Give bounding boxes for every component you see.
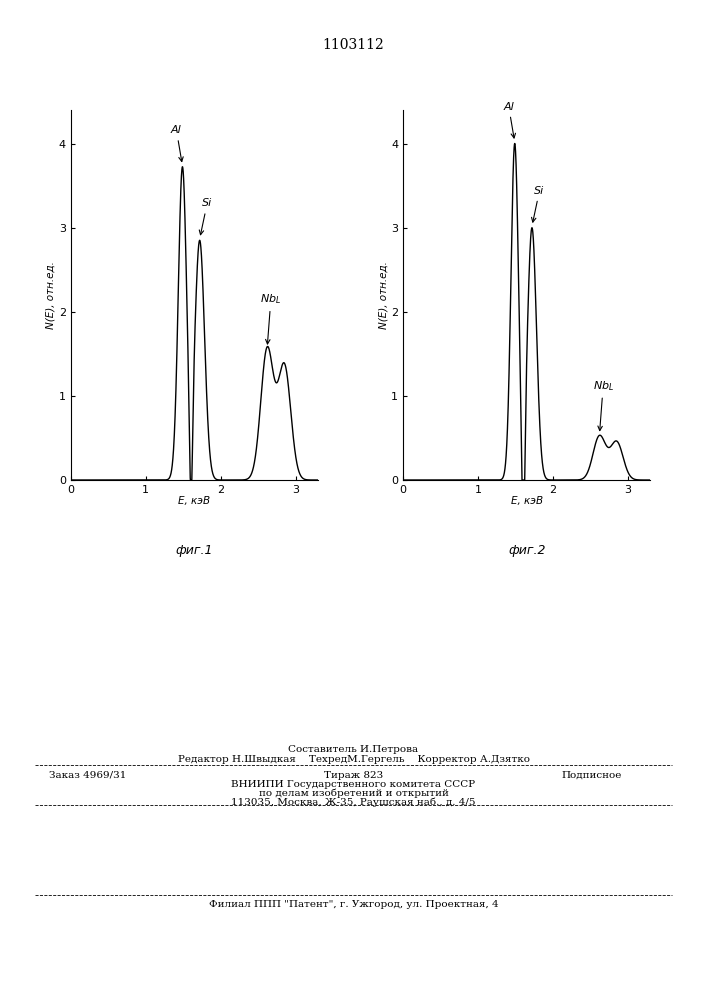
Text: 1103112: 1103112 [322, 38, 385, 52]
Text: Si: Si [532, 186, 544, 222]
Text: фиг.1: фиг.1 [175, 544, 214, 557]
Text: $Nb_L$: $Nb_L$ [260, 292, 281, 344]
Text: Si: Si [199, 198, 212, 235]
Text: $Nb_L$: $Nb_L$ [592, 379, 614, 431]
Text: фиг.2: фиг.2 [508, 544, 546, 557]
Text: Редактор Н.Швыдкая    ТехредМ.Гергель    Корректор А.Дзятко: Редактор Н.Швыдкая ТехредМ.Гергель Корре… [177, 755, 530, 764]
Text: Al: Al [171, 125, 183, 162]
Text: Тираж 823: Тираж 823 [324, 771, 383, 780]
Text: Al: Al [503, 102, 515, 138]
Text: 113035, Москва, Ж-35, Раушская наб., д. 4/5: 113035, Москва, Ж-35, Раушская наб., д. … [231, 798, 476, 807]
Text: Составитель И.Петрова: Составитель И.Петрова [288, 745, 419, 754]
Text: Филиал ППП "Патент", г. Ужгород, ул. Проектная, 4: Филиал ППП "Патент", г. Ужгород, ул. Про… [209, 900, 498, 909]
Y-axis label: N(E), отн.ед.: N(E), отн.ед. [46, 261, 56, 329]
Text: ВНИИПИ Государственного комитета СССР: ВНИИПИ Государственного комитета СССР [231, 780, 476, 789]
Text: по делам изобретений и открытий: по делам изобретений и открытий [259, 788, 448, 798]
Text: Подписное: Подписное [562, 771, 622, 780]
X-axis label: E, кэВ: E, кэВ [178, 496, 211, 506]
Y-axis label: N(E), отн.ед.: N(E), отн.ед. [378, 261, 388, 329]
Text: Заказ 4969/31: Заказ 4969/31 [49, 771, 127, 780]
X-axis label: E, кэВ: E, кэВ [510, 496, 543, 506]
